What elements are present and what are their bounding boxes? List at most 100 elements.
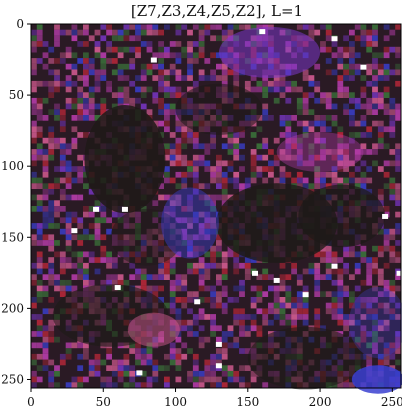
texture-cell — [48, 80, 55, 87]
texture-cell — [59, 166, 66, 172]
texture-cell — [256, 143, 263, 150]
texture-cell — [383, 171, 390, 178]
texture-cell — [372, 308, 378, 315]
texture-cell — [233, 69, 240, 76]
texture-cell — [239, 143, 245, 150]
white-spot — [331, 263, 338, 269]
texture-cell — [227, 251, 234, 258]
texture-cell — [83, 279, 89, 286]
texture-cell — [239, 132, 245, 138]
texture-cell — [77, 353, 84, 360]
texture-cell — [325, 257, 332, 263]
texture-cell — [331, 177, 338, 184]
texture-cell — [152, 200, 159, 206]
texture-cell — [169, 297, 176, 303]
texture-cell — [395, 257, 401, 263]
texture-cell — [343, 35, 349, 42]
texture-cell — [308, 262, 315, 269]
texture-cell — [337, 257, 344, 263]
texture-cell — [250, 132, 257, 138]
white-spot — [114, 285, 121, 291]
texture-cell — [302, 177, 309, 184]
texture-cell — [36, 115, 43, 121]
texture-cell — [395, 194, 401, 201]
texture-cell — [42, 348, 49, 354]
texture-cell — [337, 268, 344, 275]
texture-cell — [395, 46, 401, 53]
texture-cell — [302, 126, 309, 133]
texture-cell — [389, 126, 396, 133]
texture-cell — [152, 285, 159, 292]
texture-cell — [42, 365, 49, 371]
texture-cell — [343, 149, 349, 155]
texture-cell — [175, 285, 182, 292]
texture-cell — [216, 160, 222, 167]
texture-cell — [279, 80, 286, 87]
texture-cell — [36, 285, 43, 292]
texture-cell — [54, 279, 60, 286]
texture-cell — [204, 359, 211, 366]
texture-cell — [111, 279, 118, 286]
texture-cell — [54, 103, 60, 110]
texture-cell — [192, 359, 199, 366]
texture-cell — [204, 370, 211, 377]
texture-cell — [302, 75, 309, 81]
texture-cell — [169, 200, 176, 206]
texture-cell — [158, 183, 164, 189]
texture-cell — [372, 29, 378, 36]
texture-cell — [210, 251, 216, 258]
texture-cell — [239, 291, 245, 297]
texture-cell — [354, 262, 361, 269]
texture-cell — [372, 143, 378, 150]
texture-cell — [36, 319, 43, 326]
texture-cell — [239, 331, 245, 337]
texture-cell — [71, 376, 78, 383]
texture-cell — [198, 234, 205, 241]
texture-cell — [59, 251, 66, 258]
x-tick-label: 150 — [236, 395, 259, 409]
texture-cell — [100, 52, 107, 59]
texture-cell — [175, 126, 182, 133]
texture-cell — [372, 325, 378, 332]
texture-cell — [123, 75, 130, 81]
texture-cell — [31, 194, 37, 201]
texture-cell — [279, 285, 286, 292]
texture-cell — [331, 115, 338, 121]
texture-cell — [343, 291, 349, 297]
texture-cell — [256, 331, 263, 337]
texture-cell — [48, 297, 55, 303]
texture-cell — [366, 359, 373, 366]
texture-cell — [59, 188, 66, 195]
texture-cell — [175, 143, 182, 150]
texture-cell — [129, 97, 136, 104]
texture-cell — [383, 24, 390, 30]
texture-cell — [42, 223, 49, 229]
texture-cell — [210, 291, 216, 297]
texture-cell — [372, 342, 378, 349]
texture-cell — [389, 188, 396, 195]
texture-cell — [268, 166, 274, 172]
texture-cell — [158, 274, 164, 280]
texture-cell — [268, 319, 274, 326]
texture-cell — [42, 171, 49, 178]
texture-cell — [349, 41, 355, 47]
texture-cell — [320, 92, 326, 98]
texture-cell — [216, 183, 222, 189]
texture-cell — [377, 92, 384, 98]
heatmap-region — [218, 26, 321, 79]
texture-cell — [296, 154, 303, 161]
texture-cell — [354, 97, 361, 104]
texture-cell — [164, 262, 170, 269]
texture-cell — [181, 353, 188, 360]
texture-cell — [100, 217, 107, 224]
texture-cell — [135, 342, 141, 349]
texture-cell — [94, 257, 101, 263]
texture-cell — [65, 80, 72, 87]
texture-cell — [146, 353, 153, 360]
texture-cell — [31, 154, 37, 161]
texture-cell — [291, 143, 297, 150]
texture-cell — [169, 342, 176, 349]
texture-cell — [210, 382, 216, 388]
texture-cell — [169, 348, 176, 354]
texture-cell — [360, 115, 367, 121]
